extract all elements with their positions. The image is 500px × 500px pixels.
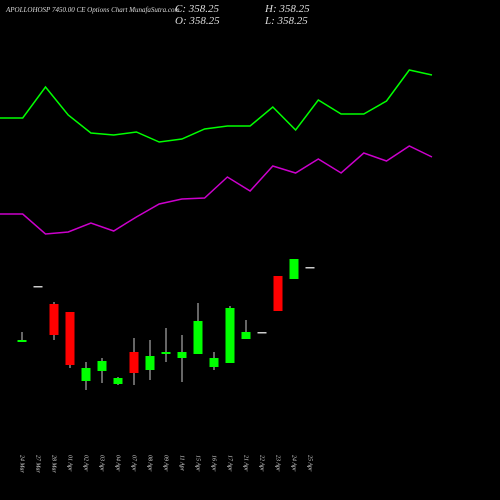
x-tick-label: 23 Apr bbox=[275, 455, 281, 472]
indicator-line bbox=[0, 145, 433, 235]
open-label: O: 358.25 bbox=[175, 15, 220, 27]
x-tick-label: 09 Apr bbox=[163, 455, 169, 472]
candle-body bbox=[257, 332, 267, 334]
x-tick-label: 25 Apr bbox=[307, 455, 313, 472]
x-tick-label: 15 Apr bbox=[195, 455, 201, 472]
candle-body bbox=[209, 358, 219, 367]
candle-body bbox=[65, 312, 75, 365]
x-tick-label: 07 Apr bbox=[131, 455, 137, 472]
close-label: C: 358.25 bbox=[175, 3, 220, 15]
candle-body bbox=[129, 352, 139, 373]
candle-body bbox=[113, 378, 123, 384]
candle-body bbox=[241, 332, 251, 339]
candle-body bbox=[177, 352, 187, 358]
chart-title: APOLLOHOSP 7450.00 CE Options Chart Muna… bbox=[5, 6, 180, 14]
candle-body bbox=[33, 286, 43, 288]
x-tick-label: 28 Mar bbox=[51, 455, 57, 473]
x-tick-label: 22 Apr bbox=[259, 455, 265, 472]
indicator-line bbox=[0, 69, 433, 143]
candle-body bbox=[97, 361, 107, 371]
candle-body bbox=[81, 368, 91, 381]
x-tick-label: 04 Apr bbox=[115, 455, 122, 472]
candle-body bbox=[225, 308, 235, 363]
candle-body bbox=[17, 340, 27, 342]
candle-body bbox=[49, 304, 59, 335]
x-tick-label: 01 Apr bbox=[67, 455, 73, 472]
candle-body bbox=[193, 321, 203, 354]
candle-body bbox=[273, 276, 283, 311]
x-tick-label: 11 Apr bbox=[179, 455, 185, 472]
x-tick-label: 08 Apr bbox=[147, 455, 153, 472]
candle-body bbox=[289, 259, 299, 279]
x-tick-label: 03 Apr bbox=[99, 455, 105, 472]
x-tick-label: 21 Apr bbox=[243, 455, 249, 472]
candle-body bbox=[161, 352, 171, 354]
x-tick-label: 24 Apr bbox=[291, 455, 298, 472]
x-tick-label: 27 Mar bbox=[35, 455, 41, 473]
candle-body bbox=[305, 267, 315, 269]
high-label: H: 358.25 bbox=[264, 3, 310, 15]
candle-body bbox=[145, 356, 155, 370]
low-label: L: 358.25 bbox=[264, 15, 308, 27]
x-tick-label: 16 Apr bbox=[211, 455, 217, 472]
x-tick-label: 02 Apr bbox=[83, 455, 89, 472]
x-tick-label: 24 Mar bbox=[19, 455, 26, 473]
x-tick-label: 17 Apr bbox=[227, 455, 233, 472]
